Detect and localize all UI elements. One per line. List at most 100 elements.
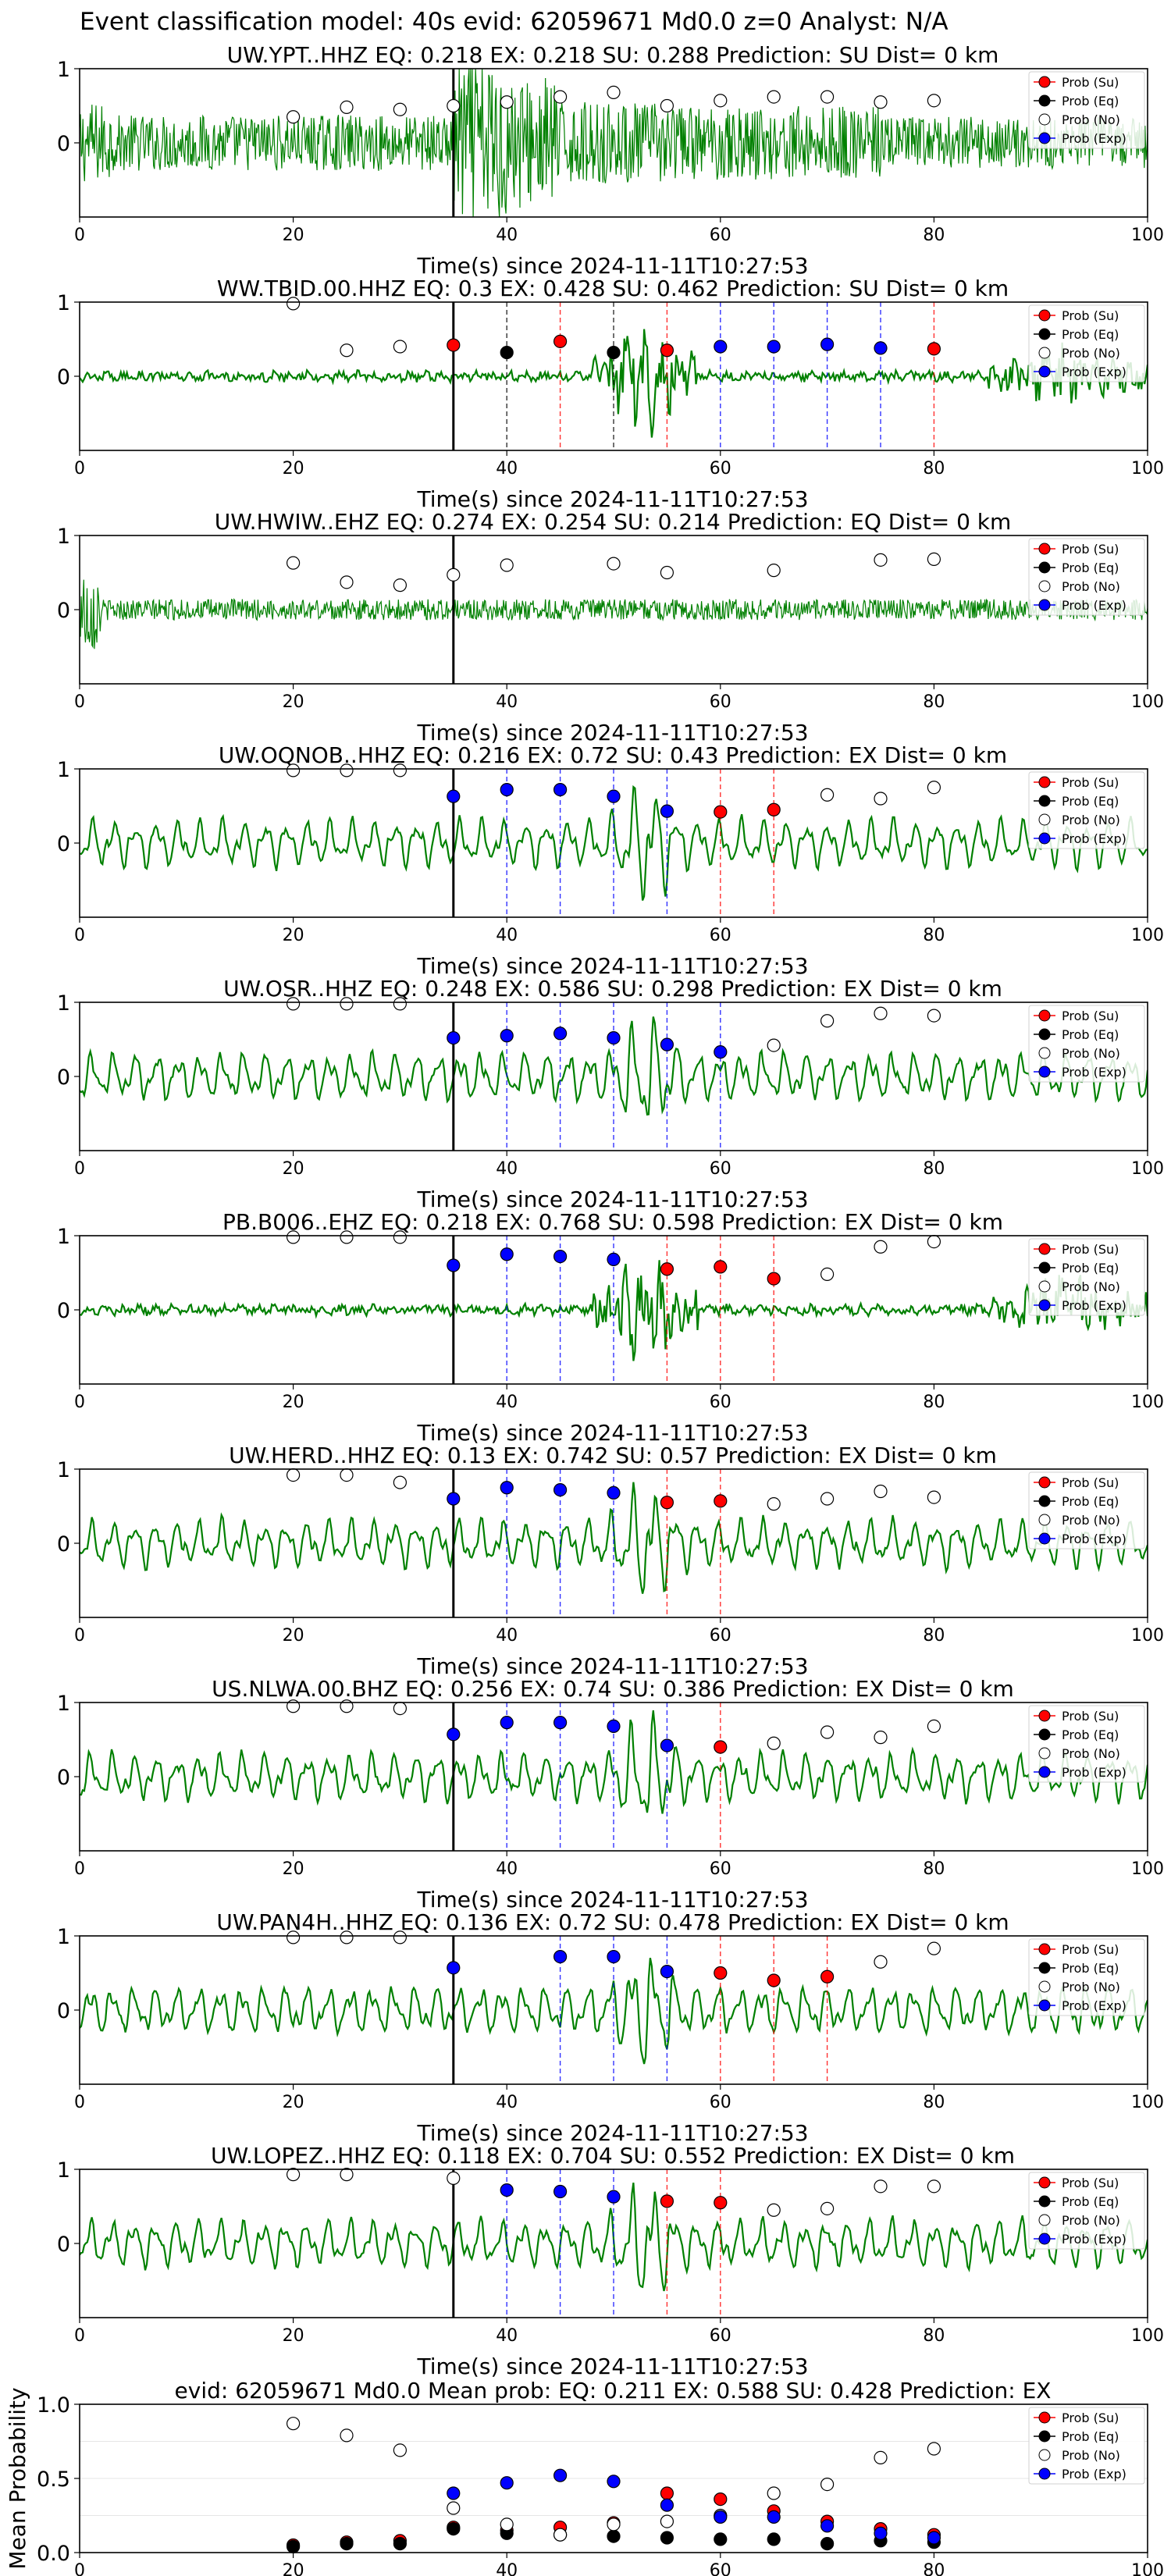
x-axis-label: Time(s) since 2024-11-11T10:27:53: [416, 953, 808, 979]
x-tick-label: 80: [923, 1626, 945, 1646]
legend-marker: [1038, 132, 1051, 144]
x-axis-label: Time(s) since 2024-11-11T10:27:53: [416, 2354, 808, 2379]
probability-point: [447, 338, 461, 352]
legend: Prob (Su) Prob (Eq) Prob (No) Prob (Exp): [1028, 538, 1145, 616]
y-tick-label: 1: [57, 1692, 70, 1716]
probability-point: [874, 2179, 888, 2194]
legend-label: Prob (No): [1062, 112, 1120, 127]
legend-marker: [1038, 2449, 1051, 2461]
probability-point: [500, 1716, 514, 1730]
x-tick-label: 80: [923, 926, 945, 945]
probability-point: [927, 2179, 941, 2194]
legend-marker: [1038, 1299, 1051, 1311]
probability-point: [553, 1482, 568, 1497]
legend-marker: [1038, 1261, 1051, 1274]
probability-point: [927, 1009, 941, 1023]
x-tick-label: 60: [710, 1859, 731, 1879]
legend-label: Prob (Su): [1062, 542, 1119, 557]
probability-point: [607, 1485, 621, 1500]
legend-frame: [1028, 2172, 1145, 2250]
probability-point: [287, 297, 301, 311]
legend-label: Prob (Eq): [1062, 560, 1119, 575]
legend-label: Prob (Eq): [1062, 94, 1119, 109]
station-panel: UW.OSR..HHZ EQ: 0.248 EX: 0.586 SU: 0.29…: [57, 976, 1164, 1212]
x-tick-label: 40: [496, 1859, 518, 1879]
probability-point: [874, 341, 888, 355]
legend-label: Prob (Exp): [1062, 1998, 1127, 2013]
x-tick-label: 40: [496, 2093, 518, 2112]
mean-probability-point: [553, 2468, 568, 2482]
legend-marker: [1038, 813, 1051, 826]
probability-point: [874, 553, 888, 567]
probability-point: [340, 997, 354, 1011]
x-tick-label: 0: [74, 1159, 85, 1179]
probability-point: [553, 1026, 568, 1041]
probability-point: [660, 1965, 674, 1979]
mean-probability-point: [287, 2539, 301, 2553]
legend-marker: [1038, 328, 1051, 340]
probability-point: [447, 568, 461, 582]
legend-label: Prob (Exp): [1062, 598, 1127, 613]
x-axis-label: Time(s) since 2024-11-11T10:27:53: [416, 1187, 808, 1212]
legend-label: Prob (Eq): [1062, 2429, 1119, 2444]
x-tick-label: 100: [1131, 226, 1164, 245]
y-tick-label: 1: [57, 1458, 70, 1482]
probability-point: [340, 1699, 354, 1713]
x-tick-label: 20: [283, 1393, 304, 1412]
x-tick-label: 60: [710, 1393, 731, 1412]
mean-probability-point: [500, 2476, 514, 2490]
y-tick-label: 1: [57, 525, 70, 549]
probability-point: [500, 95, 514, 109]
probability-point: [553, 1716, 568, 1730]
legend-marker: [1038, 1747, 1051, 1759]
x-tick-label: 60: [710, 2093, 731, 2112]
probability-point: [660, 2194, 674, 2208]
y-tick-label: 1: [57, 291, 70, 315]
x-tick-label: 0: [74, 459, 85, 479]
probability-point: [340, 2168, 354, 2182]
legend-label: Prob (Su): [1062, 75, 1119, 90]
x-tick-label: 100: [1131, 1393, 1164, 1412]
legend-marker: [1038, 2176, 1051, 2189]
probability-point: [607, 2190, 621, 2204]
legend-marker: [1038, 1280, 1051, 1293]
probability-point: [393, 763, 408, 777]
probability-point: [820, 1725, 835, 1739]
probability-point: [500, 346, 514, 360]
probability-point: [447, 1727, 461, 1742]
probability-point: [447, 1961, 461, 1975]
legend-frame: [1028, 1938, 1145, 2016]
y-tick-label: 1.0: [37, 2393, 70, 2418]
probability-point: [660, 343, 674, 358]
x-tick-label: 20: [283, 692, 304, 712]
probability-point: [500, 782, 514, 797]
probability-point: [553, 90, 568, 104]
probability-point: [820, 1492, 835, 1506]
x-axis-label: Time(s) since 2024-11-11T10:27:53: [416, 1887, 808, 1912]
legend-marker: [1038, 94, 1051, 107]
probability-point: [447, 2171, 461, 2185]
y-tick-label: 0: [57, 365, 70, 390]
probability-point: [287, 110, 301, 124]
x-tick-label: 0: [74, 1859, 85, 1879]
x-tick-label: 60: [710, 1159, 731, 1179]
x-tick-label: 80: [923, 2561, 945, 2576]
probability-point: [340, 763, 354, 777]
x-axis-label: Time(s) since 2024-11-11T10:27:53: [416, 2120, 808, 2146]
x-tick-label: 0: [74, 1393, 85, 1412]
x-tick-label: 20: [283, 1626, 304, 1646]
probability-point: [287, 1930, 301, 1944]
x-tick-label: 60: [710, 2561, 731, 2576]
mean-probability-point: [767, 2486, 781, 2500]
legend-label: Prob (No): [1062, 813, 1120, 827]
probability-point: [500, 1481, 514, 1495]
x-tick-label: 60: [710, 226, 731, 245]
x-tick-label: 40: [496, 1393, 518, 1412]
legend-marker: [1038, 2214, 1051, 2226]
probability-point: [287, 1230, 301, 1244]
probability-point: [927, 1941, 941, 1955]
x-tick-label: 100: [1131, 459, 1164, 479]
x-tick-label: 100: [1131, 692, 1164, 712]
probability-point: [767, 1497, 781, 1511]
probability-point: [874, 95, 888, 109]
